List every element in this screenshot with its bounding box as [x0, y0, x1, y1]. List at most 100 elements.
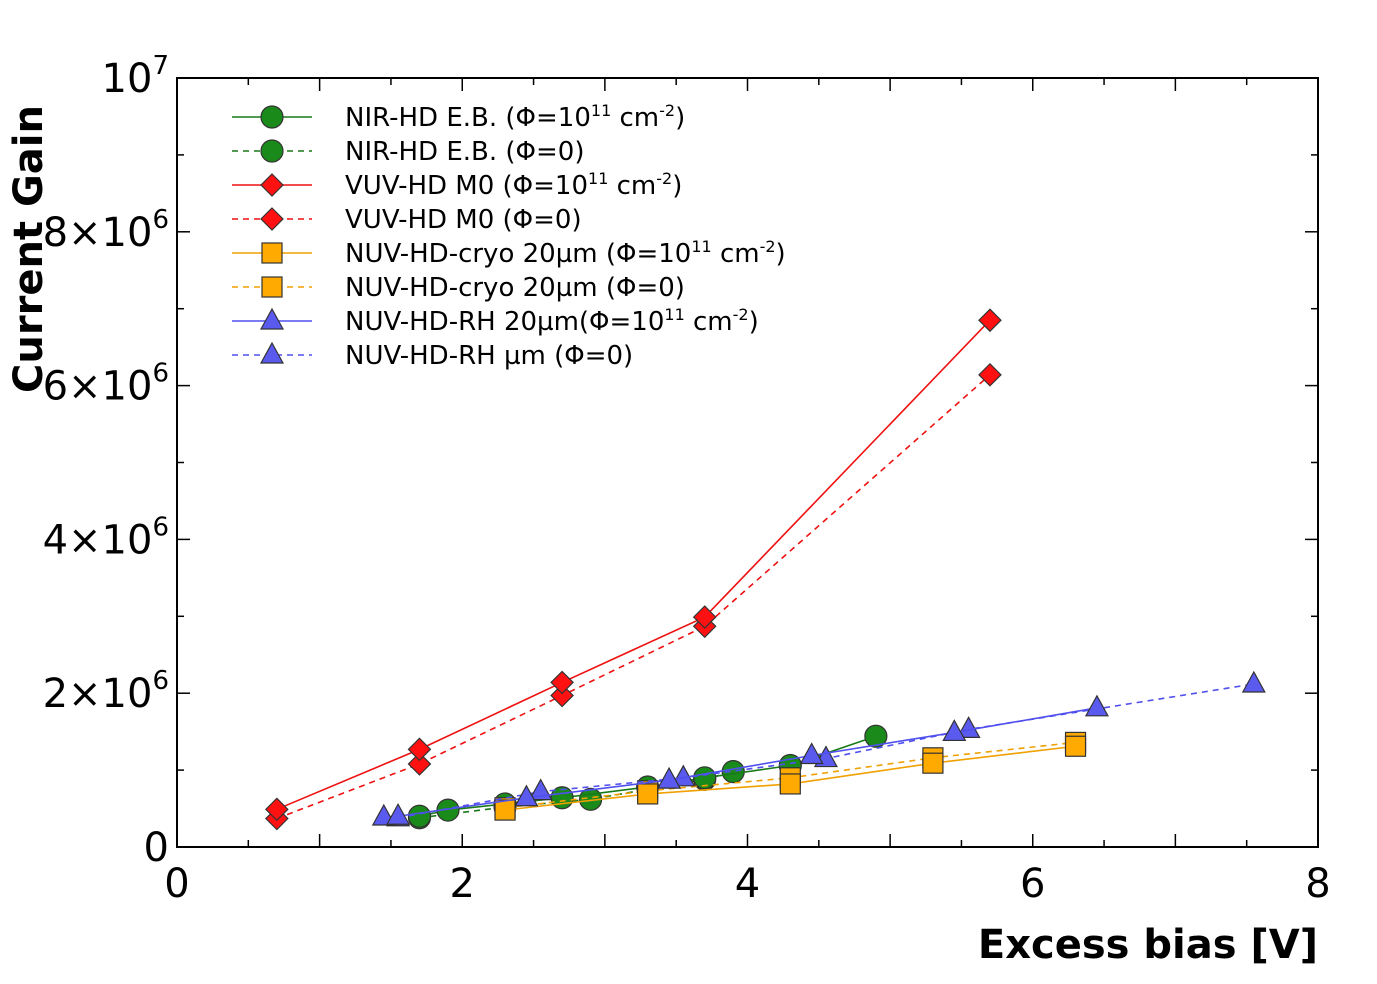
series-1	[407, 760, 745, 830]
legend-superscript: 11	[691, 237, 711, 256]
legend-label: NUV-HD-cryo 20µm (Φ=1011 cm-2)	[345, 237, 786, 269]
x-tick-label: 6	[1020, 861, 1045, 907]
legend-text-part: cm	[608, 171, 656, 201]
legend-label: NUV-HD-cryo 20µm (Φ=0)	[345, 273, 685, 303]
y-tick-label: 2×106	[43, 666, 169, 717]
series-line	[383, 707, 1098, 818]
data-point	[514, 784, 539, 807]
legend-marker	[260, 207, 284, 231]
data-point	[386, 802, 411, 825]
legend-entry: VUV-HD M0 (Φ=1011 cm-2)	[232, 169, 682, 201]
legend-entry: NIR-HD E.B. (Φ=1011 cm-2)	[232, 101, 685, 133]
legend: NIR-HD E.B. (Φ=1011 cm-2)NIR-HD E.B. (Φ=…	[232, 101, 786, 371]
legend-text-part: )	[675, 103, 685, 133]
y-tick-mantissa: 10	[102, 56, 153, 102]
data-point	[978, 362, 1002, 387]
legend-superscript: -2	[760, 237, 776, 256]
series-layer	[264, 308, 1266, 831]
data-point	[799, 742, 824, 765]
x-tick-label: 0	[164, 861, 189, 907]
data-point	[779, 773, 801, 795]
legend-superscript: 11	[591, 101, 611, 120]
legend-text-part: VUV-HD M0 (Φ=0)	[345, 205, 582, 235]
data-point	[1064, 735, 1087, 757]
series-0	[407, 724, 888, 828]
series-3	[264, 362, 1002, 831]
y-tick-mantissa: 0	[144, 825, 169, 871]
legend-text-part: )	[672, 171, 682, 201]
legend-label: NUV-HD-RH µm (Φ=0)	[345, 341, 633, 371]
data-point	[978, 308, 1002, 333]
y-tick-label: 6×106	[43, 359, 169, 410]
series-6	[371, 694, 1109, 826]
legend-entry: NUV-HD-RH 20µm(Φ=1011 cm-2)	[232, 305, 759, 337]
legend-label: VUV-HD M0 (Φ=0)	[345, 205, 582, 235]
legend-entry: VUV-HD M0 (Φ=0)	[232, 205, 582, 235]
y-tick-exponent: 6	[152, 359, 169, 389]
data-point	[550, 670, 574, 695]
legend-marker	[259, 341, 285, 364]
y-tick-label: 8×106	[43, 205, 169, 256]
legend-marker	[260, 139, 284, 163]
legend-text-part: )	[776, 239, 786, 269]
data-point	[264, 797, 289, 822]
x-tick-label: 4	[735, 861, 760, 907]
y-tick-mantissa: 2×10	[43, 671, 153, 717]
legend-text-part: NUV-HD-cryo 20µm (Φ=10	[345, 239, 691, 269]
legend-text-part: cm	[685, 307, 733, 337]
legend-text-part: cm	[611, 103, 659, 133]
y-tick-mantissa: 6×10	[43, 364, 153, 410]
legend-marker	[260, 173, 284, 197]
legend-superscript: -2	[733, 305, 749, 324]
y-axis-title: Current Gain	[6, 105, 52, 393]
legend-text-part: VUV-HD M0 (Φ=10	[345, 171, 588, 201]
legend-marker	[259, 307, 285, 330]
data-point	[407, 737, 432, 762]
y-tick-mantissa: 8×10	[43, 210, 153, 256]
legend-superscript: 11	[588, 169, 608, 188]
legend-superscript: -2	[659, 101, 675, 120]
data-point	[956, 716, 981, 738]
data-point	[1241, 670, 1266, 693]
y-tick-label: 107	[102, 51, 169, 102]
legend-entry: NUV-HD-cryo 20µm (Φ=1011 cm-2)	[232, 237, 786, 269]
legend-text-part: NUV-HD-RH µm (Φ=0)	[345, 341, 633, 371]
data-point	[494, 799, 516, 821]
data-point	[922, 752, 944, 774]
data-point	[657, 766, 682, 789]
data-point	[1084, 694, 1109, 717]
data-point	[407, 804, 432, 828]
legend-text-part: )	[749, 307, 759, 337]
x-tick-label: 2	[450, 861, 475, 907]
legend-text-part: NIR-HD E.B. (Φ=10	[345, 103, 591, 133]
legend-text-part: NUV-HD-RH 20µm(Φ=10	[345, 307, 664, 337]
series-4	[494, 735, 1087, 821]
x-axis-title: Excess bias [V]	[978, 922, 1318, 968]
series-line	[276, 374, 991, 820]
legend-text-part: NIR-HD E.B. (Φ=0)	[345, 137, 584, 167]
data-point	[550, 683, 574, 708]
series-2	[264, 308, 1002, 822]
legend-text-part: cm	[712, 239, 760, 269]
y-tick-exponent: 7	[152, 51, 169, 81]
legend-label: NIR-HD E.B. (Φ=1011 cm-2)	[345, 101, 685, 133]
legend-entry: NIR-HD E.B. (Φ=0)	[232, 137, 584, 167]
legend-superscript: 11	[664, 305, 684, 324]
data-point	[637, 783, 659, 805]
legend-label: VUV-HD M0 (Φ=1011 cm-2)	[345, 169, 682, 201]
data-point	[942, 719, 967, 742]
y-tick-exponent: 6	[152, 512, 169, 542]
data-point	[692, 605, 717, 629]
legend-marker	[261, 242, 283, 264]
legend-marker	[261, 276, 283, 298]
y-tick-label: 0	[144, 825, 169, 871]
data-point	[864, 724, 888, 748]
y-tick-exponent: 6	[152, 666, 169, 696]
y-tick-label: 4×106	[43, 512, 169, 563]
legend-label: NIR-HD E.B. (Φ=0)	[345, 137, 584, 167]
legend-label: NUV-HD-RH 20µm(Φ=1011 cm-2)	[345, 305, 759, 337]
legend-superscript: -2	[656, 169, 672, 188]
legend-marker	[260, 105, 284, 129]
